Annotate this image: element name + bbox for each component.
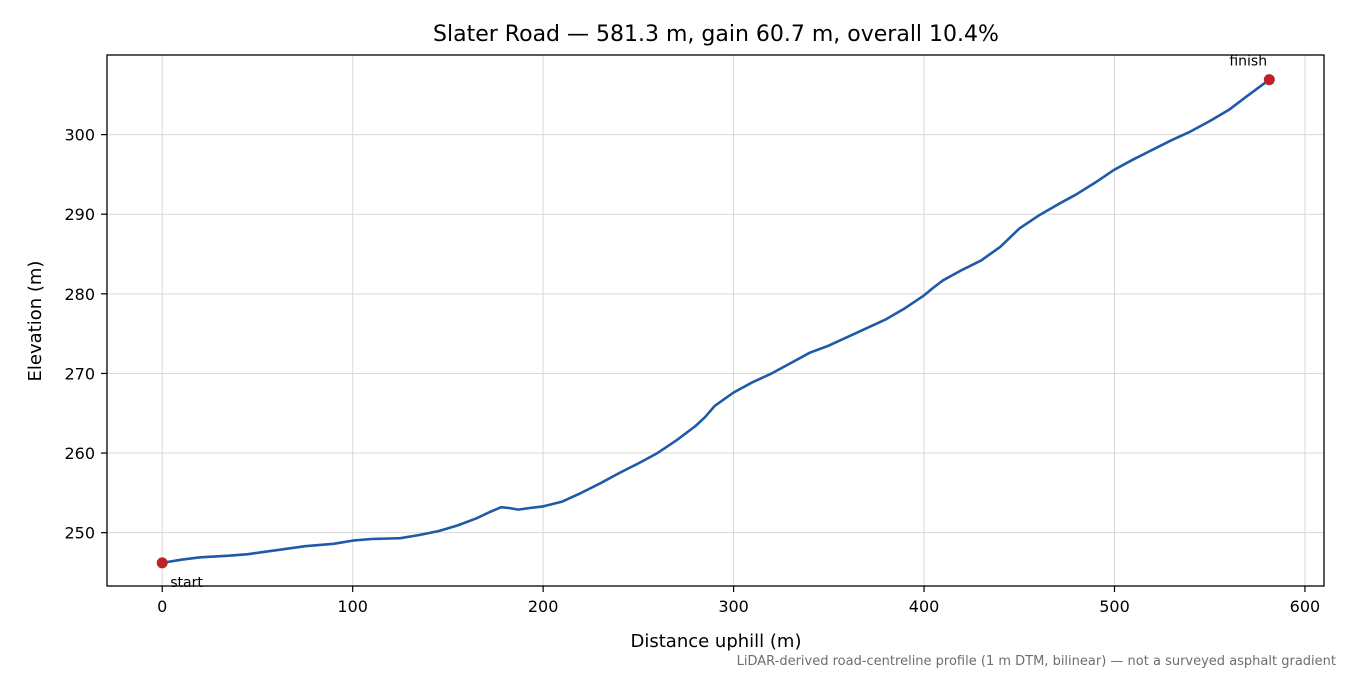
y-tick-label: 270 <box>64 364 95 383</box>
elevation-line <box>160 78 1271 565</box>
y-tick-label: 260 <box>64 444 95 463</box>
y-tick-label: 280 <box>64 285 95 304</box>
axis-ticks: 0 100 200 300 400 500 600 250 260 270 280 290 300 <box>64 126 1320 616</box>
y-tick-label: 300 <box>64 126 95 145</box>
y-tick-label: 290 <box>64 205 95 224</box>
finish-marker <box>1263 74 1275 86</box>
plot-frame <box>106 54 1325 587</box>
x-tick-label: 500 <box>1099 597 1130 616</box>
x-tick-label: 600 <box>1290 597 1321 616</box>
y-tick-label: 250 <box>64 524 95 543</box>
x-tick-label: 300 <box>718 597 749 616</box>
series-layer <box>160 78 1271 565</box>
chart-title: Slater Road — 581.3 m, gain 60.7 m, over… <box>433 22 999 47</box>
finish-label: finish <box>1229 54 1267 70</box>
start-marker <box>156 557 168 569</box>
x-tick-label: 100 <box>337 597 368 616</box>
grid-lines <box>107 55 1324 586</box>
x-tick-label: 200 <box>528 597 559 616</box>
x-tick-label: 0 <box>157 597 167 616</box>
x-axis-label: Distance uphill (m) <box>631 631 802 652</box>
chart-footnote: LiDAR-derived road-centreline profile (1… <box>737 654 1336 669</box>
endpoint-markers: start finish <box>156 54 1275 591</box>
x-tick-label: 400 <box>909 597 940 616</box>
start-label: start <box>170 575 203 591</box>
y-axis-label: Elevation (m) <box>25 261 46 382</box>
